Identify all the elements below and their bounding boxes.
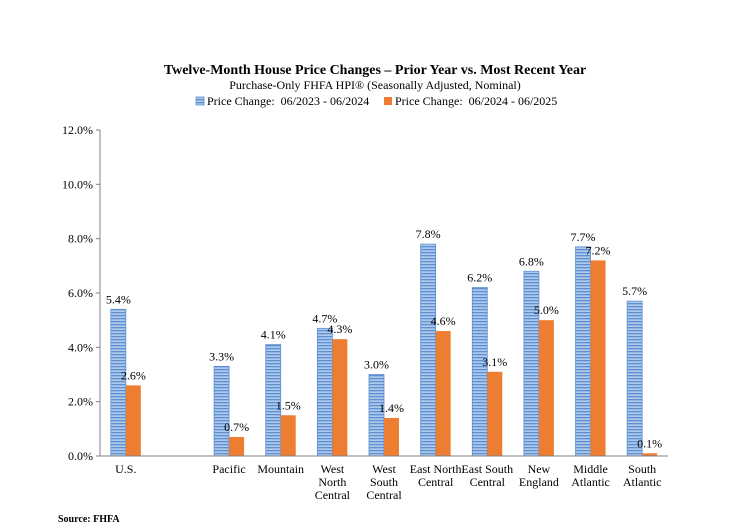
bar-series-1 bbox=[471, 287, 488, 457]
data-label-series-2: 4.3% bbox=[327, 322, 352, 336]
bars bbox=[110, 243, 658, 457]
x-category-label: West South Central bbox=[366, 462, 402, 502]
x-category-label: East North Central bbox=[410, 462, 462, 489]
bar-series-1 bbox=[575, 246, 591, 457]
bar-series-2 bbox=[590, 260, 606, 456]
y-tick-label: 8.0% bbox=[68, 232, 93, 246]
data-labels: 5.4% 3.3% 4.1% 4.7% 3.0% 7.8% 6.2% 6.8% 7.7% 5.7%… bbox=[106, 227, 662, 450]
y-tick-label: 12.0% bbox=[62, 123, 93, 137]
bar-series-2 bbox=[487, 371, 503, 456]
x-category-label: Middle Atlantic bbox=[571, 462, 610, 489]
bar-series-1 bbox=[368, 374, 385, 457]
bar-series-1 bbox=[316, 327, 333, 457]
legend-label-series-2: Price Change: 06/2024 - 06/2025 bbox=[395, 94, 557, 108]
x-category-label: Mountain bbox=[257, 462, 304, 476]
data-label-series-2: 1.4% bbox=[379, 401, 404, 415]
x-category-label: West North Central bbox=[315, 462, 351, 502]
data-label-series-1: 3.3% bbox=[209, 349, 234, 363]
data-label-series-2: 1.5% bbox=[276, 398, 301, 412]
data-label-series-1: 4.1% bbox=[261, 328, 286, 342]
bar-series-1 bbox=[523, 270, 540, 457]
data-label-series-1: 6.2% bbox=[467, 271, 492, 285]
data-label-series-2: 5.0% bbox=[534, 303, 559, 317]
legend-swatch-series-2 bbox=[384, 97, 392, 105]
data-label-series-1: 5.7% bbox=[622, 284, 647, 298]
bar-series-2 bbox=[538, 320, 554, 456]
bar-series-2 bbox=[642, 453, 658, 456]
bar-series-1 bbox=[420, 243, 437, 457]
y-tick-label: 6.0% bbox=[68, 286, 93, 300]
data-label-series-2: 3.1% bbox=[482, 355, 507, 369]
x-category-label: U.S. bbox=[115, 462, 136, 476]
y-tick-label: 10.0% bbox=[62, 177, 93, 191]
bar-series-2 bbox=[384, 417, 399, 456]
x-axis: U.S. Pacific Mountain West North Central West S… bbox=[100, 455, 668, 502]
data-label-series-2: 2.6% bbox=[121, 368, 146, 382]
bar-series-2 bbox=[332, 339, 348, 456]
source-note: Source: FHFA bbox=[58, 514, 120, 525]
bar-series-1 bbox=[626, 300, 643, 457]
y-tick-label: 0.0% bbox=[68, 449, 93, 463]
bar-series-2 bbox=[280, 415, 296, 456]
x-category-label: New England bbox=[519, 462, 559, 489]
bar-series-2 bbox=[229, 436, 245, 456]
data-label-series-2: 0.1% bbox=[637, 436, 662, 450]
data-label-series-1: 4.7% bbox=[312, 311, 337, 325]
bar-series-1 bbox=[110, 308, 127, 457]
data-label-series-1: 6.8% bbox=[519, 254, 544, 268]
data-label-series-1: 5.4% bbox=[106, 292, 131, 306]
bar-series-2 bbox=[435, 331, 451, 456]
y-tick-label: 2.0% bbox=[68, 395, 93, 409]
chart-title: Twelve-Month House Price Changes – Prior… bbox=[164, 63, 586, 78]
bar-series-1 bbox=[213, 365, 230, 457]
x-category-label: East South Central bbox=[461, 462, 513, 489]
legend: Price Change: 06/2023 - 06/2024 Price Ch… bbox=[195, 94, 557, 108]
legend-label-series-1: Price Change: 06/2023 - 06/2024 bbox=[207, 94, 369, 108]
data-label-series-1: 7.8% bbox=[416, 227, 441, 241]
data-label-series-1: 7.7% bbox=[571, 230, 596, 244]
y-tick-label: 4.0% bbox=[68, 340, 93, 354]
y-axis: 0.0% 2.0% 4.0% 6.0% 8.0% 10.0% 12.0% bbox=[62, 123, 101, 463]
chart-subtitle: Purchase-Only FHFA HPI® (Seasonally Adju… bbox=[229, 78, 521, 92]
legend-swatch-series-1 bbox=[195, 96, 205, 106]
bar-series-2 bbox=[125, 385, 141, 456]
x-category-label: South Atlantic bbox=[623, 462, 662, 489]
data-label-series-2: 0.7% bbox=[224, 420, 249, 434]
x-category-label: Pacific bbox=[212, 462, 245, 476]
data-label-series-2: 7.2% bbox=[586, 243, 611, 257]
data-label-series-2: 4.6% bbox=[431, 314, 456, 328]
data-label-series-1: 3.0% bbox=[364, 358, 389, 372]
